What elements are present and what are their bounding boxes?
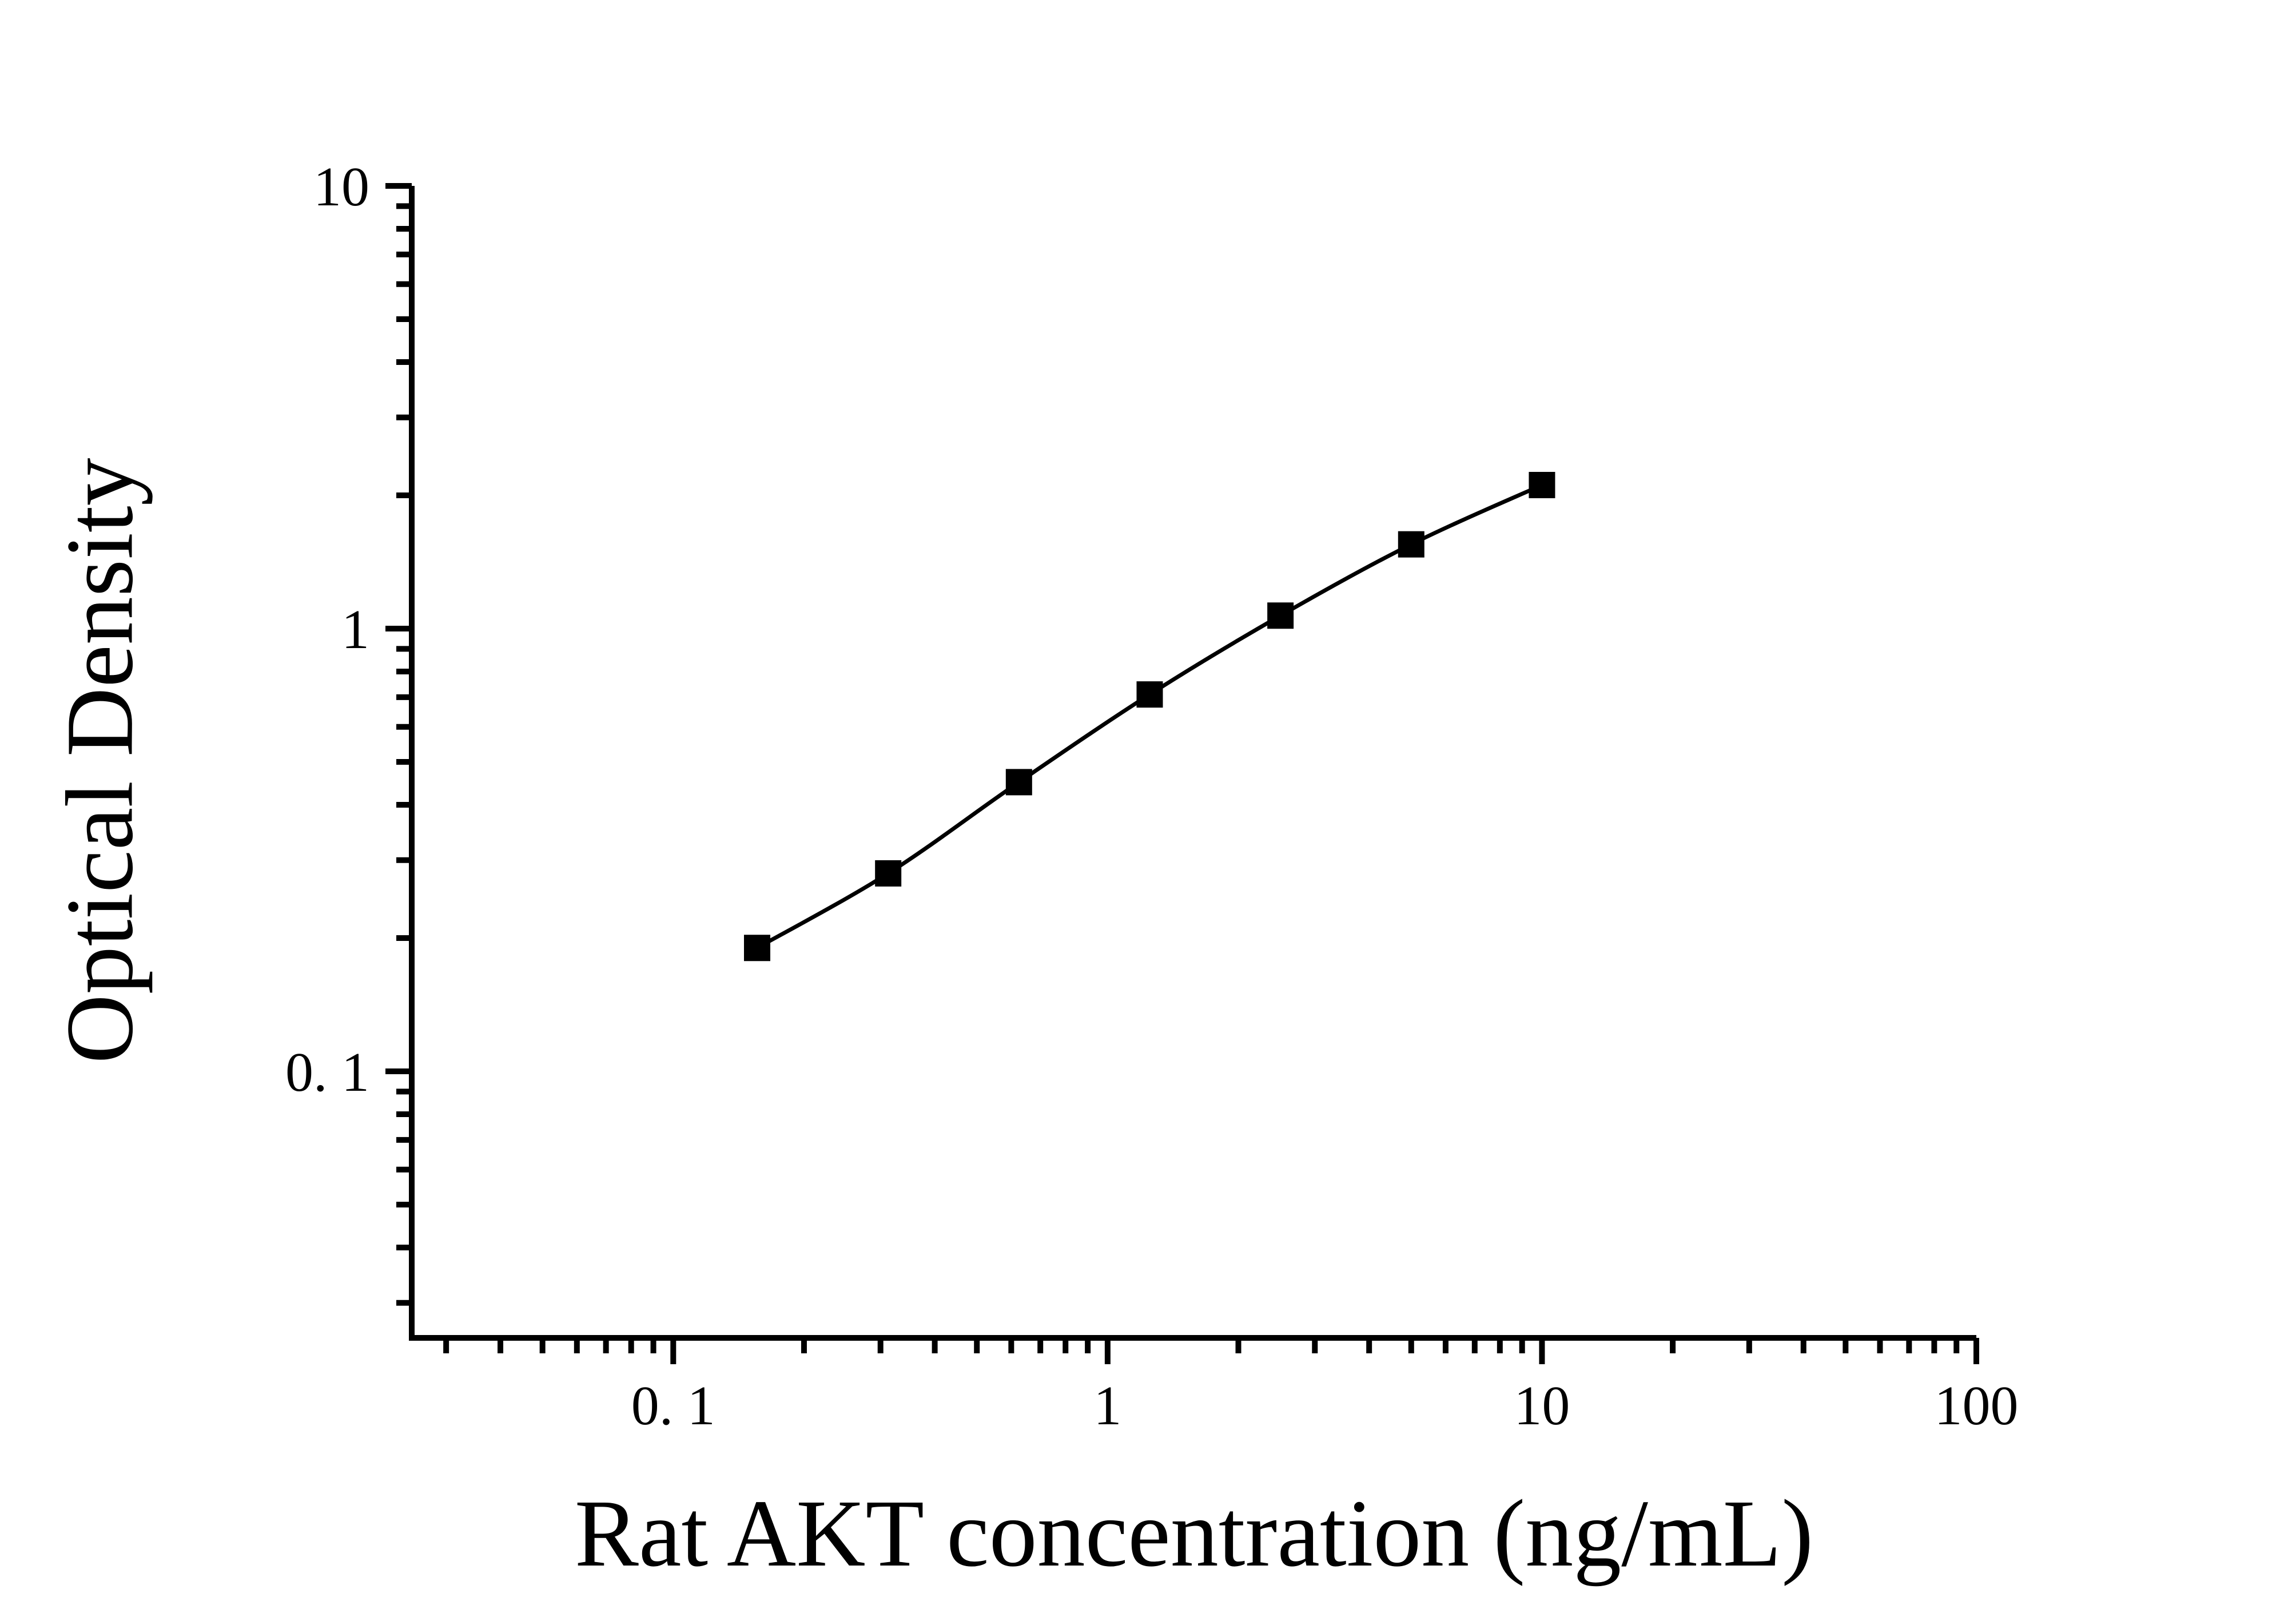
data-point-marker [1267, 602, 1294, 629]
data-point-marker [743, 935, 770, 962]
data-point-marker [1398, 531, 1424, 558]
axis-spine [409, 186, 1976, 1341]
y-axis-title: Optical Density [46, 458, 153, 1064]
x-tick-label: 100 [1935, 1375, 2019, 1437]
data-point-marker [875, 860, 902, 887]
x-tick-label: 1 [1093, 1375, 1121, 1437]
x-tick-label: 10 [1514, 1375, 1570, 1437]
data-point-marker [1136, 681, 1163, 708]
y-tick-label: 0. 1 [285, 1042, 369, 1103]
data-point-marker [1005, 769, 1032, 796]
y-tick-label: 10 [313, 156, 369, 218]
data-point-marker [1529, 472, 1555, 499]
x-tick-label: 0. 1 [631, 1375, 715, 1437]
y-tick-label: 1 [341, 599, 369, 661]
x-axis-title: Rat AKT concentration (ng/mL) [574, 1480, 1814, 1587]
